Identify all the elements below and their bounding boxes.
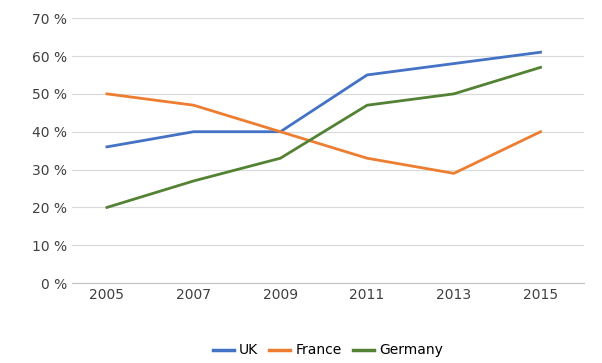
Line: Germany: Germany [107,68,541,207]
Germany [537,65,544,70]
UK [190,130,197,134]
Germany [277,156,284,160]
Line: France: France [107,94,541,174]
France [537,130,544,134]
France [190,103,197,107]
France [450,171,458,176]
Legend: UK, France, Germany: UK, France, Germany [207,338,449,363]
Germany [190,179,197,183]
France [104,92,111,96]
UK [364,73,371,77]
France [277,130,284,134]
UK [104,145,111,149]
France [364,156,371,160]
Germany [450,92,458,96]
UK [277,130,284,134]
UK [537,50,544,54]
Line: UK: UK [107,52,541,147]
UK [450,61,458,66]
Germany [364,103,371,107]
Germany [104,205,111,209]
